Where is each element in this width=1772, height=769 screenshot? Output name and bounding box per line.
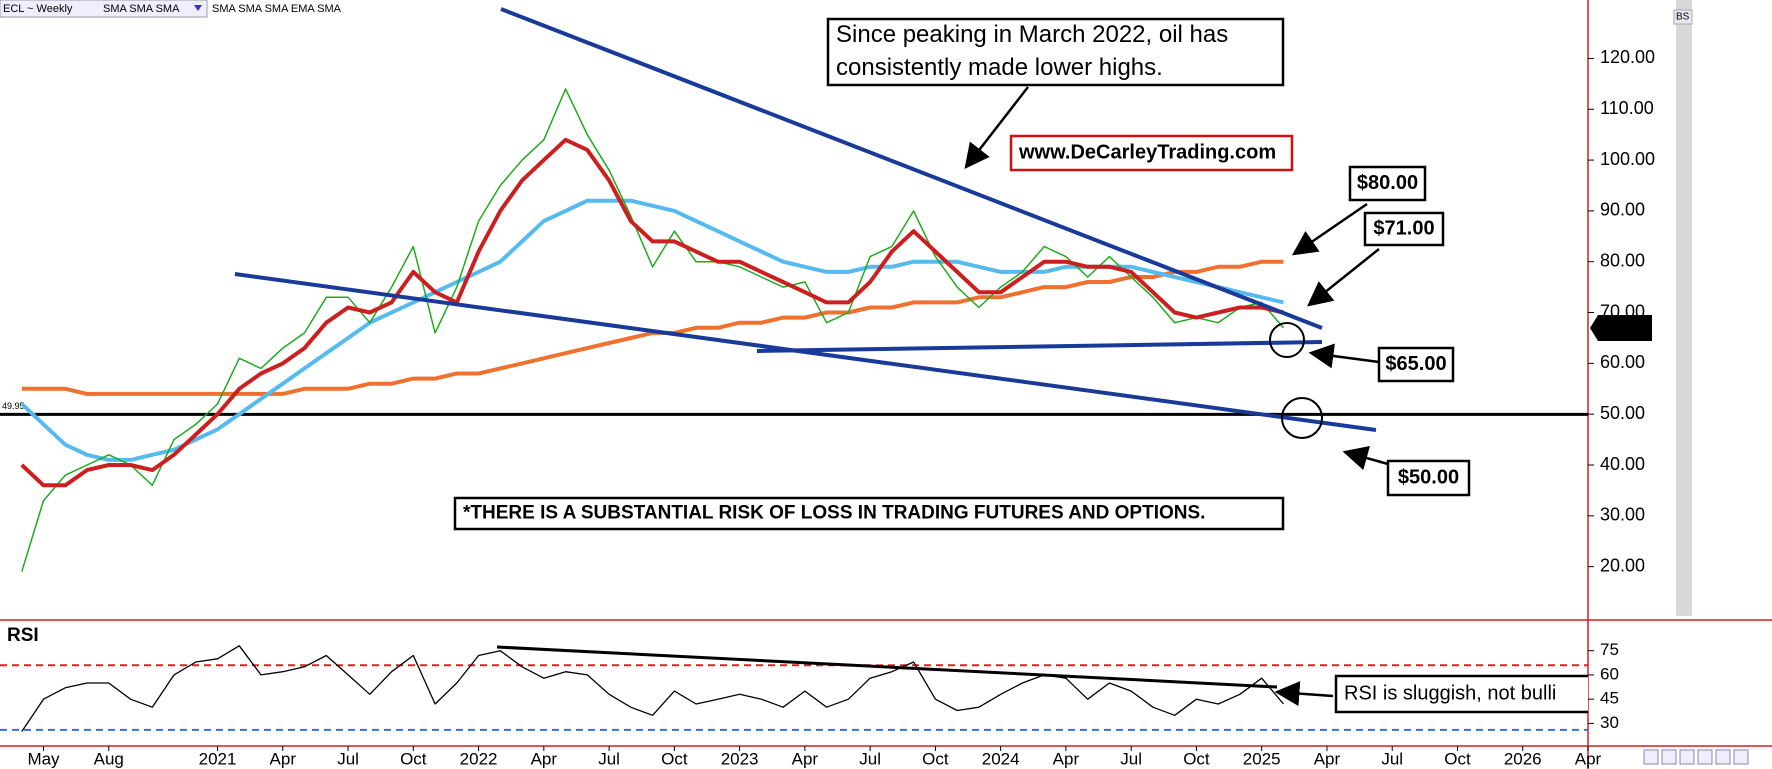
arrow [1291,202,1368,256]
annotation-box [453,496,1285,531]
nav-button[interactable] [1715,749,1731,765]
annotation-text: $65.00 [1385,353,1446,375]
corner-button[interactable] [1673,9,1693,25]
series-line [21,645,1284,732]
y-tick-label: 50.00 [1600,403,1645,423]
x-tick-label: Jul [598,749,620,768]
annotation-box [1386,459,1471,497]
trendline [500,7,1323,330]
annotation-box [1334,674,1588,714]
annotation-text: www.DeCarleyTrading.com [1018,141,1276,163]
arrow [1342,446,1389,471]
y-tick-label: 40.00 [1600,454,1645,474]
annotation-box [826,17,1285,87]
dropdown-icon[interactable] [194,5,202,11]
nav-button[interactable] [1679,749,1695,765]
x-tick-label: Apr [1053,749,1080,768]
annotation-box [1377,346,1455,383]
y-tick-label: 75 [1600,640,1619,659]
y-tick-label: 60 [1600,664,1619,683]
plot-area: 49.95 [0,88,1588,732]
last-price-label: 66.97 [1602,317,1647,337]
scrollbar[interactable] [1676,0,1692,616]
last-price-tag [1590,314,1652,341]
annotation-text: $80.00 [1357,172,1418,194]
x-tick-label: May [27,749,60,768]
annotation-text: Since peaking in March 2022, oil has [836,21,1228,48]
arrow [1274,681,1334,707]
arrow [964,86,1029,169]
y-tick-label: 120.00 [1600,47,1655,67]
x-tick-label: 2022 [460,749,498,768]
x-tick-label: 2023 [721,749,759,768]
trendline [756,340,1323,353]
nav-button[interactable] [1733,749,1749,765]
y-tick-label: 90.00 [1600,200,1645,220]
x-tick-label: Oct [1444,749,1471,768]
highlight-circle [1269,322,1305,358]
y-tick-label: 80.00 [1600,250,1645,270]
annotation-text: $50.00 [1398,466,1459,488]
arrow [1307,248,1380,307]
x-tick-label: 2026 [1504,749,1542,768]
level-label: 49.95 [2,401,25,411]
nav-button[interactable] [1643,749,1659,765]
x-tick-label: Apr [1314,749,1341,768]
rsi-trendline [496,645,1278,689]
x-tick-label: Jul [337,749,359,768]
studies: SMA SMA SMA EMA SMA [212,3,342,15]
y-tick-label: 110.00 [1600,98,1654,118]
corner-label[interactable]: BS [1676,12,1690,23]
nav-button[interactable] [1661,749,1677,765]
x-tick-label: Apr [531,749,558,768]
x-tick-label: 2025 [1243,749,1281,768]
annotation-box [1348,165,1427,202]
x-tick-label: Apr [1575,749,1602,768]
x-tick-label: Oct [400,749,427,768]
x-tick-label: Jul [1381,749,1403,768]
y-tick-label: 30 [1600,713,1619,732]
annotation-text: consistently made lower highs. [836,54,1163,81]
x-tick-label: Oct [922,749,949,768]
x-tick-label: Apr [270,749,297,768]
x-tick-label: Jul [859,749,881,768]
highlight-circle [1281,397,1323,439]
annotation-box [1009,134,1294,172]
y-tick-label: 100.00 [1600,149,1655,169]
annotation-text: *THERE IS A SUBSTANTIAL RISK OF LOSS IN … [463,503,1205,524]
x-tick-label: Oct [1183,749,1210,768]
panel-title: RSI [7,625,39,646]
symbol-label: ECL ~ Weekly [3,3,73,15]
annotation-text: RSI is sluggish, not bulli [1344,682,1556,704]
series-line [20,137,1284,488]
x-tick-label: Oct [661,749,688,768]
x-tick-label: Aug [94,749,124,768]
annotation-text: $71.00 [1373,217,1434,239]
y-tick-label: 30.00 [1600,505,1645,525]
series-line [20,198,1284,462]
y-tick-label: 60.00 [1600,352,1645,372]
y-tick-label: 45 [1600,689,1619,708]
nav-buttons[interactable] [1643,749,1749,765]
study-menu[interactable]: SMA SMA SMA [103,3,180,15]
nav-button[interactable] [1697,749,1713,765]
arrow [1308,343,1380,369]
study-selector[interactable] [0,0,208,18]
annotation-box [1363,211,1445,247]
x-tick-label: 2024 [982,749,1020,768]
y-tick-label: 20.00 [1600,555,1645,575]
axes: 20.0030.0040.0050.0060.0070.0080.0090.00… [7,47,1655,768]
trend-drawings [234,7,1389,707]
x-tick-label: Apr [792,749,819,768]
x-tick-label: Jul [1120,749,1142,768]
annotations: Since peaking in March 2022, oil has cons… [453,17,1588,714]
x-tick-label: 2021 [199,749,237,768]
